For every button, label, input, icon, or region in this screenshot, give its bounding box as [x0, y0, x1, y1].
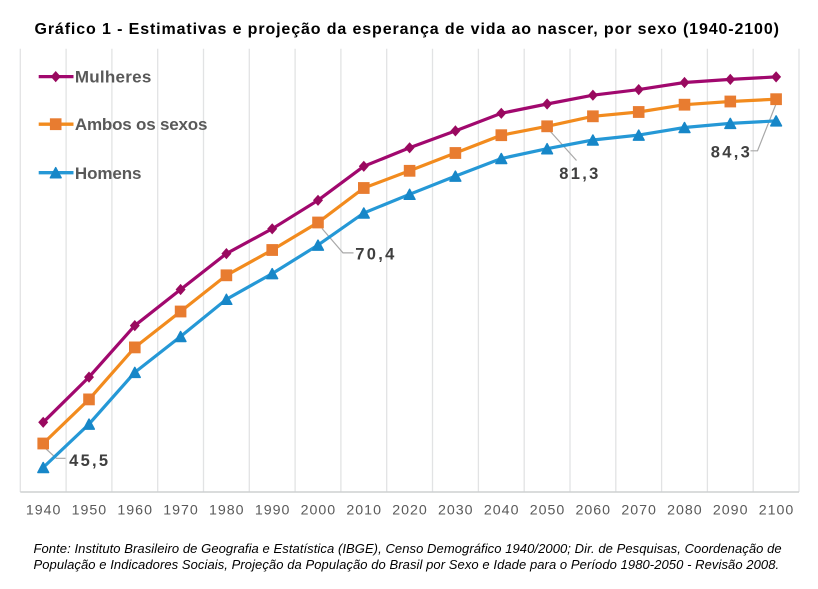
svg-text:81,3: 81,3 — [559, 165, 600, 183]
svg-text:1950: 1950 — [72, 503, 108, 519]
svg-text:1980: 1980 — [209, 503, 245, 519]
svg-text:2070: 2070 — [621, 503, 657, 519]
svg-text:2010: 2010 — [346, 503, 382, 519]
svg-text:2060: 2060 — [576, 503, 612, 519]
svg-text:Mulheres: Mulheres — [75, 68, 152, 87]
svg-text:1940: 1940 — [26, 503, 62, 519]
svg-text:45,5: 45,5 — [69, 452, 110, 470]
svg-text:1960: 1960 — [117, 503, 153, 519]
svg-text:2030: 2030 — [438, 503, 474, 519]
svg-text:2100: 2100 — [759, 503, 795, 519]
svg-text:2050: 2050 — [530, 503, 566, 519]
svg-text:84,3: 84,3 — [711, 143, 752, 161]
svg-text:70,4: 70,4 — [355, 246, 396, 264]
svg-text:2040: 2040 — [484, 503, 520, 519]
svg-text:2020: 2020 — [392, 503, 428, 519]
svg-text:2090: 2090 — [713, 503, 749, 519]
svg-text:1970: 1970 — [163, 503, 199, 519]
svg-text:2080: 2080 — [667, 503, 703, 519]
svg-text:Homens: Homens — [75, 164, 141, 183]
svg-text:Ambos os sexos: Ambos os sexos — [75, 115, 207, 134]
svg-text:1990: 1990 — [255, 503, 291, 519]
svg-text:2000: 2000 — [301, 503, 337, 519]
